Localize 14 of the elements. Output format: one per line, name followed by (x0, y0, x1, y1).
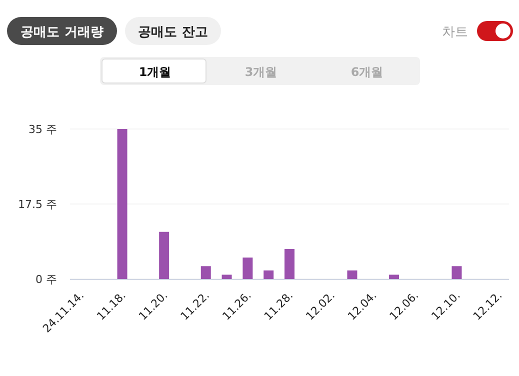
bar (284, 249, 294, 279)
bar (347, 270, 358, 279)
bar (389, 274, 400, 279)
bar (242, 258, 253, 279)
bar (264, 270, 274, 279)
bar (159, 232, 170, 279)
bar (452, 266, 462, 279)
bar (117, 129, 128, 279)
bar (222, 274, 232, 279)
controls: 공매도 거래량 공매도 잔고 차트 1개월 3개월 6개월 (7, 17, 513, 85)
y-tick-label: 35 주 (28, 123, 57, 136)
y-tick-label: 0 주 (36, 273, 57, 286)
bar (200, 266, 211, 279)
y-tick-label: 17.5 주 (18, 198, 57, 211)
